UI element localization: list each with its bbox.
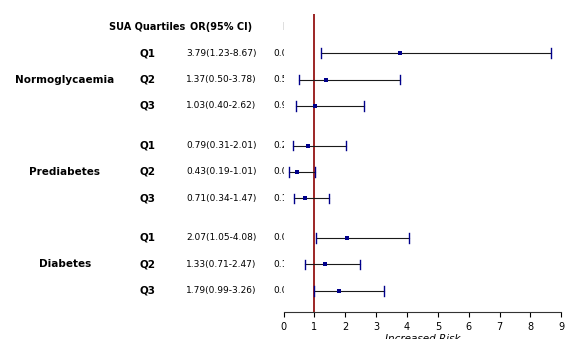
Text: 0.538: 0.538 bbox=[273, 75, 299, 84]
Text: 0.956: 0.956 bbox=[273, 101, 299, 111]
Text: 0.032: 0.032 bbox=[273, 234, 299, 242]
Text: Diabetes: Diabetes bbox=[39, 259, 91, 270]
Text: SUA Quartiles: SUA Quartiles bbox=[109, 22, 185, 32]
Text: Prediabetes: Prediabetes bbox=[29, 167, 100, 177]
Text: 0.79(0.31-2.01): 0.79(0.31-2.01) bbox=[186, 141, 256, 150]
Text: 1.37(0.50-3.78): 1.37(0.50-3.78) bbox=[186, 75, 256, 84]
Text: P: P bbox=[282, 22, 290, 32]
Text: Q1: Q1 bbox=[139, 48, 155, 58]
Text: 1.03(0.40-2.62): 1.03(0.40-2.62) bbox=[186, 101, 256, 111]
Text: Normoglycaemia: Normoglycaemia bbox=[15, 75, 115, 84]
Text: Q2: Q2 bbox=[139, 259, 155, 270]
Text: Q2: Q2 bbox=[139, 167, 155, 177]
Text: 0.43(0.19-1.01): 0.43(0.19-1.01) bbox=[186, 167, 256, 177]
Text: 1.79(0.99-3.26): 1.79(0.99-3.26) bbox=[186, 286, 256, 295]
Text: 0.020: 0.020 bbox=[273, 49, 299, 58]
Text: Q3: Q3 bbox=[139, 286, 155, 296]
Text: OR(95% CI): OR(95% CI) bbox=[190, 22, 252, 32]
X-axis label: Increased Risk: Increased Risk bbox=[384, 334, 460, 339]
Text: 1.33(0.71-2.47): 1.33(0.71-2.47) bbox=[186, 260, 256, 269]
Text: 2.07(1.05-4.08): 2.07(1.05-4.08) bbox=[186, 234, 256, 242]
Text: 3.79(1.23-8.67): 3.79(1.23-8.67) bbox=[186, 49, 256, 58]
Text: Q3: Q3 bbox=[139, 193, 155, 203]
Text: 0.126: 0.126 bbox=[273, 194, 299, 203]
Text: 0.225: 0.225 bbox=[273, 141, 299, 150]
Text: Q1: Q1 bbox=[139, 233, 155, 243]
Text: 0.058: 0.058 bbox=[273, 167, 299, 177]
Text: Q2: Q2 bbox=[139, 75, 155, 84]
Text: Q3: Q3 bbox=[139, 101, 155, 111]
Text: 0.71(0.34-1.47): 0.71(0.34-1.47) bbox=[186, 194, 256, 203]
Text: 0.069: 0.069 bbox=[273, 286, 299, 295]
Text: Q1: Q1 bbox=[139, 141, 155, 151]
Text: 0.118: 0.118 bbox=[273, 260, 299, 269]
